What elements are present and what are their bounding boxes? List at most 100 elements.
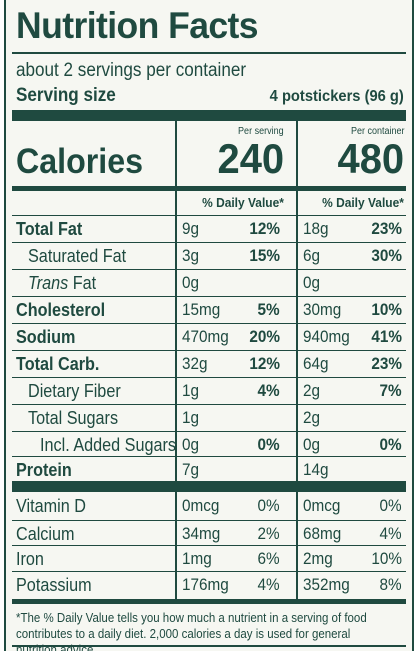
micronutrient-name: Potassium	[16, 575, 92, 595]
nutrient-row: Incl. Added Sugars 0g 0% 0g 0%	[12, 431, 406, 458]
container-amount: 0g	[303, 273, 321, 292]
nutrient-name: Total Sugars	[28, 408, 119, 428]
serving-amount: 15mg	[182, 300, 221, 319]
serving-amount: 176mg	[182, 575, 229, 594]
container-amount: 0mcg	[303, 496, 341, 515]
serving-daily-value: 4%	[257, 381, 280, 400]
serving-daily-value: 5%	[257, 300, 280, 319]
serving-amount: 9g	[182, 219, 200, 238]
per-container-label: Per container	[350, 126, 404, 137]
container-amount: 14g	[303, 460, 329, 479]
nutrient-row: Saturated Fat 3g 15% 6g 30%	[12, 242, 406, 269]
label-title: Nutrition Facts	[16, 5, 259, 46]
nutrient-row: Total Carb. 32g 12% 64g 23%	[12, 350, 406, 377]
micronutrient-name: Vitamin D	[16, 496, 86, 516]
nutrient-row: Dietary Fiber 1g 4% 2g 7%	[12, 377, 406, 404]
serving-daily-value: 2%	[257, 524, 280, 543]
container-amount: 68mg	[303, 524, 342, 543]
nutrient-name: Trans Fat	[28, 273, 96, 294]
footnote-divider	[12, 599, 406, 604]
daily-value-footnote: *The % Daily Value tells you how much a …	[16, 611, 367, 651]
nutrient-name: Saturated Fat	[28, 246, 127, 266]
nutrient-row: Trans Fat 0g 0g	[12, 269, 406, 296]
micronutrient-name: Calcium	[16, 524, 75, 544]
serving-size-label: Serving size	[16, 85, 116, 106]
micronutrient-row: Potassium 176mg 4% 352mg 8%	[12, 571, 406, 598]
daily-value-header-serving: % Daily Value*	[202, 195, 284, 210]
container-amount: 352mg	[303, 575, 350, 594]
micronutrient-name: Iron	[16, 549, 44, 569]
container-daily-value: 23%	[371, 219, 402, 238]
container-amount: 2g	[303, 381, 321, 400]
nutrient-row: Protein 7g 14g	[12, 456, 406, 483]
nutrient-name: Cholesterol	[16, 300, 106, 320]
serving-daily-value: 0%	[257, 496, 280, 515]
serving-amount: 0mcg	[182, 496, 220, 515]
trans-italic: Trans	[28, 273, 69, 293]
serving-amount: 32g	[182, 354, 208, 373]
serving-amount: 0g	[182, 273, 200, 292]
col-divider-serving-top	[175, 121, 177, 186]
serving-daily-value: 12%	[249, 219, 280, 238]
container-amount: 2g	[303, 408, 321, 427]
serving-amount: 1g	[182, 408, 200, 427]
serving-daily-value: 15%	[249, 246, 280, 265]
container-daily-value: 7%	[379, 381, 402, 400]
calories-divider	[12, 186, 406, 191]
col-divider-container-top	[296, 121, 298, 186]
serving-daily-value: 6%	[257, 549, 280, 568]
nutrient-name: Total Fat	[16, 219, 83, 239]
container-amount: 6g	[303, 246, 321, 265]
nutrient-row: Cholesterol 15mg 5% 30mg 10%	[12, 296, 406, 323]
micronutrient-row: Vitamin D 0mcg 0% 0mcg 0%	[12, 493, 406, 520]
container-amount: 940mg	[303, 327, 350, 346]
bottom-border	[12, 645, 406, 647]
serving-daily-value: 4%	[257, 575, 280, 594]
per-serving-label: Per serving	[238, 126, 284, 137]
serving-thick-divider	[12, 110, 406, 121]
serving-amount: 34mg	[182, 524, 221, 543]
micronutrient-row: Calcium 34mg 2% 68mg 4%	[12, 520, 406, 547]
serving-amount: 1mg	[182, 549, 212, 568]
container-daily-value: 0%	[379, 435, 402, 454]
col-divider-container-main	[296, 191, 298, 481]
micronutrient-row: Iron 1mg 6% 2mg 10%	[12, 545, 406, 572]
container-daily-value: 41%	[371, 327, 402, 346]
nutrition-facts-label: Nutrition Facts about 2 servings per con…	[4, 0, 414, 651]
nutrient-name: Incl. Added Sugars	[40, 435, 176, 455]
serving-size-value: 4 potstickers (96 g)	[269, 88, 404, 105]
serving-daily-value: 0%	[257, 435, 280, 454]
serving-amount: 7g	[182, 460, 200, 479]
serving-amount: 470mg	[182, 327, 229, 346]
calories-label: Calories	[16, 142, 144, 181]
container-amount: 2mg	[303, 549, 333, 568]
container-daily-value: 30%	[371, 246, 402, 265]
serving-amount: 0g	[182, 435, 200, 454]
container-daily-value: 23%	[371, 354, 402, 373]
serving-daily-value: 20%	[249, 327, 280, 346]
serving-amount: 1g	[182, 381, 200, 400]
nutrient-row: Total Sugars 1g 2g	[12, 404, 406, 431]
container-amount: 0g	[303, 435, 321, 454]
container-daily-value: 8%	[379, 575, 402, 594]
container-amount: 64g	[303, 354, 329, 373]
container-daily-value: 0%	[379, 496, 402, 515]
container-amount: 30mg	[303, 300, 342, 319]
serving-daily-value: 12%	[249, 354, 280, 373]
container-amount: 18g	[303, 219, 329, 238]
daily-value-header-container: % Daily Value*	[322, 195, 404, 210]
col-divider-serving-main	[175, 191, 177, 481]
container-daily-value: 4%	[379, 524, 402, 543]
nutrient-name: Protein	[16, 460, 72, 480]
protein-thick-divider	[12, 481, 406, 492]
serving-amount: 3g	[182, 246, 200, 265]
servings-per-container: about 2 servings per container	[16, 60, 247, 81]
calories-per-container: 480	[337, 135, 404, 182]
nutrient-name: Total Carb.	[16, 354, 100, 374]
title-divider	[12, 52, 406, 54]
nutrient-row: Total Fat 9g 12% 18g 23%	[12, 215, 406, 242]
container-daily-value: 10%	[371, 300, 402, 319]
nutrient-name: Dietary Fiber	[28, 381, 121, 401]
nutrient-row: Sodium 470mg 20% 940mg 41%	[12, 323, 406, 350]
calories-per-serving: 240	[217, 135, 284, 182]
